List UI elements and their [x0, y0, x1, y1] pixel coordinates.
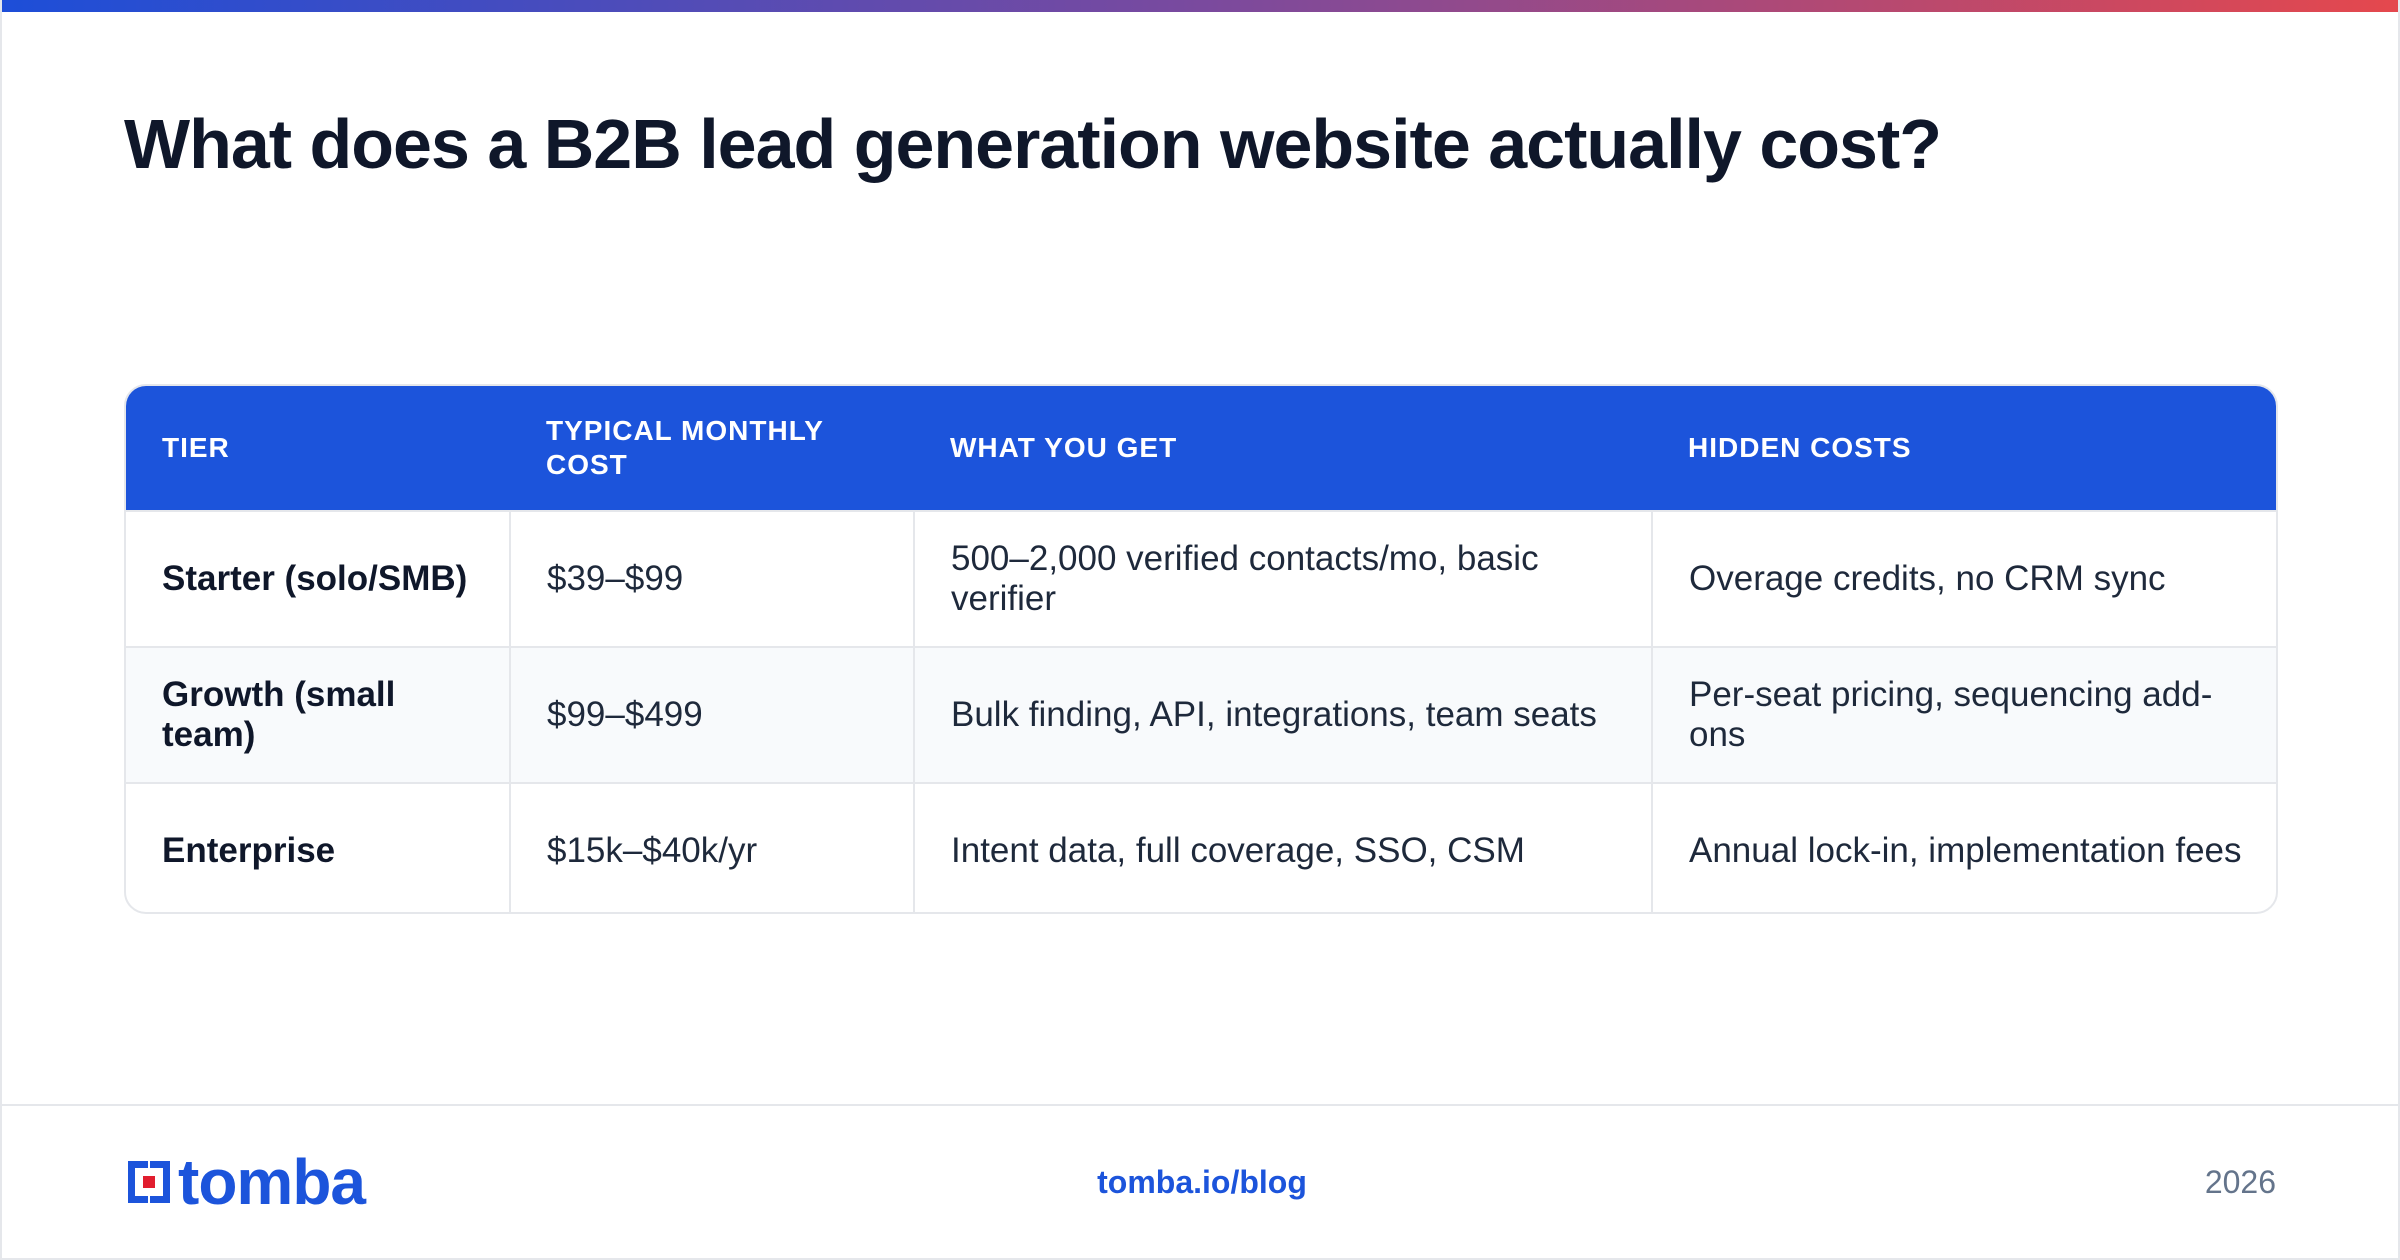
pricing-table-grid: TIER TYPICAL MONTHLY COST WHAT YOU GET H…: [126, 386, 2276, 912]
footer-divider: [2, 1104, 2398, 1106]
gradient-top-bar: [2, 0, 2398, 12]
tomba-logo-icon: [128, 1161, 170, 1203]
pricing-table: TIER TYPICAL MONTHLY COST WHAT YOU GET H…: [124, 384, 2278, 914]
logo-wordmark: tomba: [178, 1146, 366, 1218]
tomba-logo[interactable]: tomba: [124, 1146, 366, 1218]
cell-features: 500–2,000 verified contacts/mo, basic ve…: [913, 510, 1652, 647]
cell-features: Bulk finding, API, integrations, team se…: [913, 646, 1652, 783]
cell-cost: $15k–$40k/yr: [509, 782, 914, 912]
table-row: Enterprise $15k–$40k/yr Intent data, ful…: [126, 782, 2276, 912]
cell-hidden-costs: Per-seat pricing, sequencing add-ons: [1651, 646, 2276, 783]
column-header-tier: TIER: [126, 386, 510, 511]
cell-tier: Starter (solo/SMB): [126, 510, 510, 647]
cell-tier: Enterprise: [126, 782, 510, 912]
cell-hidden-costs: Overage credits, no CRM sync: [1651, 510, 2276, 647]
cell-hidden-costs: Annual lock-in, implementation fees: [1651, 782, 2276, 912]
column-header-what-you-get: WHAT YOU GET: [914, 386, 1652, 511]
table-row: Growth (small team) $99–$499 Bulk findin…: [126, 646, 2276, 783]
table-row: Starter (solo/SMB) $39–$99 500–2,000 ver…: [126, 510, 2276, 647]
column-header-hidden-costs: HIDDEN COSTS: [1652, 386, 2276, 511]
cell-cost: $39–$99: [509, 510, 914, 647]
blog-link[interactable]: tomba.io/blog: [1097, 1164, 1307, 1200]
table-header-row: TIER TYPICAL MONTHLY COST WHAT YOU GET H…: [126, 386, 2276, 511]
column-header-monthly-cost: TYPICAL MONTHLY COST: [510, 386, 914, 511]
cell-cost: $99–$499: [509, 646, 914, 783]
cell-features: Intent data, full coverage, SSO, CSM: [913, 782, 1652, 912]
cell-tier: Growth (small team): [126, 646, 510, 783]
footer-year: 2026: [2204, 1164, 2276, 1200]
page-title: What does a B2B lead generation website …: [124, 105, 1942, 183]
